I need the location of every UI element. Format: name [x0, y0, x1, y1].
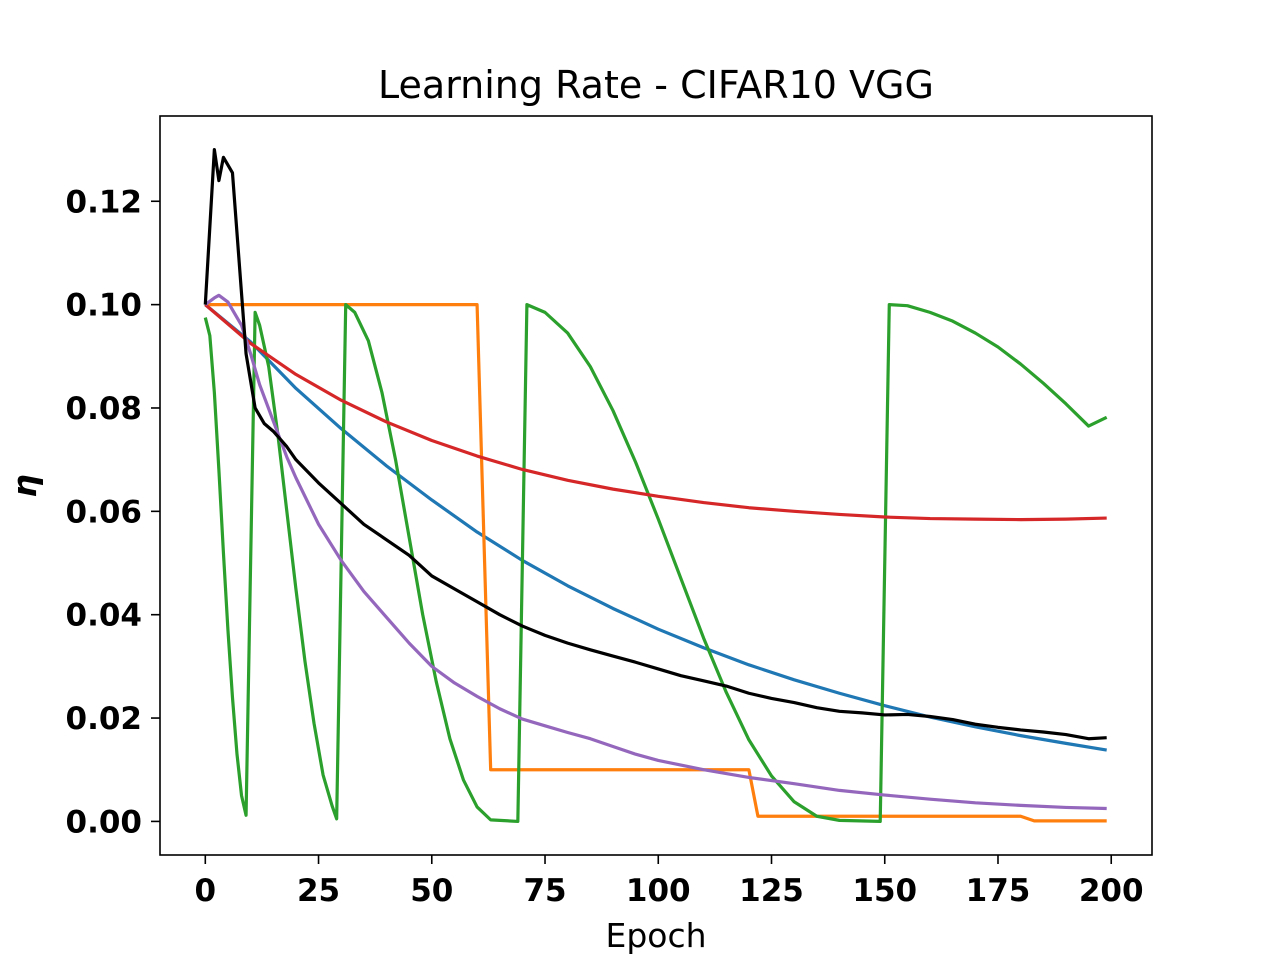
plot-frame: [159, 115, 1153, 856]
series-line-1: [204, 303, 1107, 752]
x-tick-label: 25: [297, 873, 340, 909]
x-tick-label: 100: [626, 873, 691, 909]
y-tick-label: 0.10: [66, 288, 143, 324]
x-axis-label: Epoch: [605, 916, 706, 955]
x-tick-label: 125: [739, 873, 804, 909]
series-line-4: [204, 303, 1107, 522]
x-tick-label: 50: [410, 873, 453, 909]
y-tick-label: 0.12: [66, 184, 143, 220]
y-tick-label: 0.08: [66, 391, 143, 427]
y-tick-label: 0.00: [66, 804, 143, 840]
x-tick-label: 0: [195, 873, 217, 909]
series-line-5: [204, 293, 1107, 811]
chart-title: Learning Rate - CIFAR10 VGG: [378, 63, 934, 107]
series-layer: [203, 147, 1108, 824]
x-tick-label: 200: [1079, 873, 1144, 909]
y-tick-label: 0.04: [66, 598, 143, 634]
y-axis-label: η: [5, 474, 44, 498]
x-tick-label: 150: [852, 873, 917, 909]
x-tick-label: 175: [966, 873, 1031, 909]
y-axis-ticks: 0.00 0.02 0.04 0.06 0.08 0.10 0.12: [66, 184, 160, 840]
x-tick-label: 75: [523, 873, 566, 909]
y-tick-label: 0.06: [66, 494, 143, 530]
series-line-2: [205, 303, 1107, 823]
series-line-6: [203, 147, 1107, 741]
x-axis-ticks: 0 25 50 75 100 125 150 175 200: [195, 855, 1144, 909]
y-tick-label: 0.02: [66, 701, 143, 737]
series-line-3: [203, 303, 1108, 824]
